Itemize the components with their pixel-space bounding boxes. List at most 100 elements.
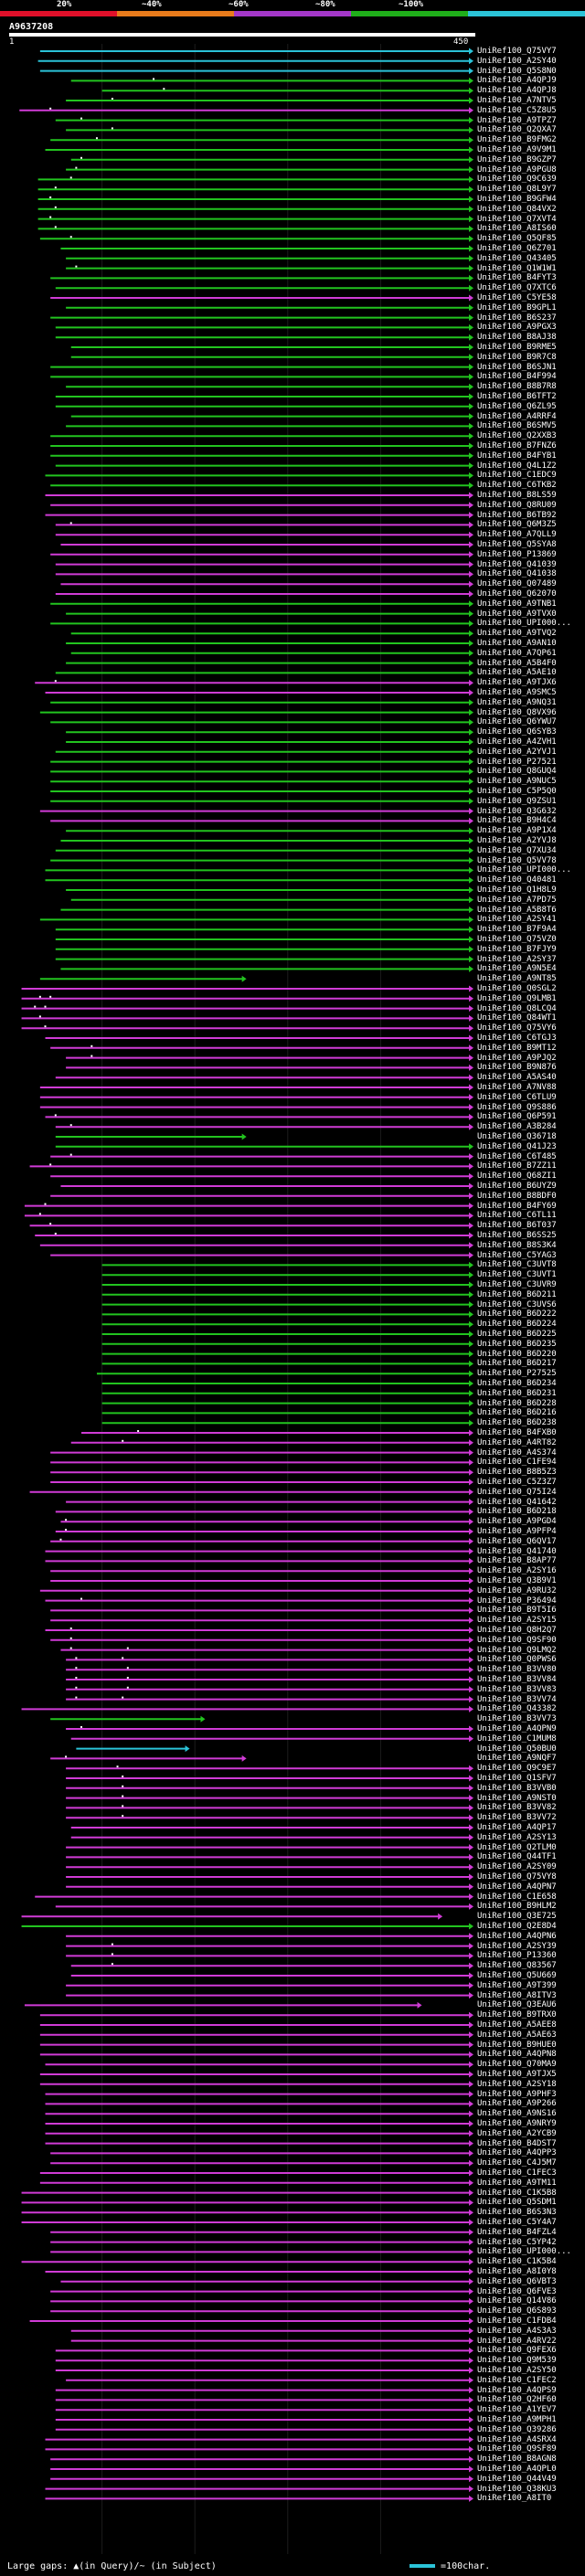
hit-label[interactable]: UniRef100_Q6M3Z5 [477, 520, 557, 530]
hit-row[interactable] [50, 274, 473, 281]
hit-row[interactable] [66, 1686, 473, 1693]
hit-label[interactable]: UniRef100_A4QPJ8 [477, 86, 557, 96]
hit-label[interactable]: UniRef100_A4SRX4 [477, 2434, 557, 2444]
hit-row[interactable] [70, 2327, 473, 2335]
hit-label[interactable]: UniRef100_C6TL11 [477, 1211, 557, 1221]
hit-row[interactable] [50, 1577, 473, 1585]
hit-label[interactable]: UniRef100_B9T5I6 [477, 1606, 557, 1616]
hit-row[interactable] [29, 1162, 473, 1170]
hit-row[interactable] [101, 87, 473, 94]
hit-label[interactable]: UniRef100_Q75I24 [477, 1487, 557, 1497]
hit-row[interactable] [39, 2041, 473, 2049]
hit-row[interactable] [50, 294, 473, 302]
hit-label[interactable]: UniRef100_Q68ZI1 [477, 1171, 557, 1182]
hit-label[interactable]: UniRef100_Q2TLM0 [477, 1842, 557, 1852]
hit-row[interactable] [21, 1705, 473, 1712]
hit-row[interactable] [55, 748, 473, 756]
hit-row[interactable] [70, 1834, 473, 1841]
hit-row[interactable] [45, 2140, 473, 2147]
hit-label[interactable]: UniRef100_Q43382 [477, 1704, 557, 1714]
hit-label[interactable]: UniRef100_A4RRF4 [477, 411, 557, 421]
hit-label[interactable]: UniRef100_C5Z3Z7 [477, 1478, 557, 1487]
hit-row[interactable] [21, 2258, 473, 2265]
hit-row[interactable] [39, 2031, 473, 2039]
hit-row[interactable] [37, 58, 473, 65]
hit-label[interactable]: UniRef100_A9NRY9 [477, 2119, 557, 2128]
hit-row[interactable] [101, 1390, 473, 1397]
hit-label[interactable]: UniRef100_Q1SFV7 [477, 1774, 557, 1783]
hit-row[interactable] [66, 126, 473, 133]
hit-row[interactable] [101, 1341, 473, 1348]
hit-row[interactable] [45, 2091, 473, 2098]
hit-label[interactable]: UniRef100_B4F994 [477, 372, 557, 382]
hit-row[interactable] [55, 847, 473, 854]
hit-label[interactable]: UniRef100_A5AEE8 [477, 2020, 557, 2030]
hit-row[interactable] [21, 1005, 473, 1012]
hit-row[interactable] [66, 1853, 473, 1860]
hit-label[interactable]: UniRef100_B8AJ38 [477, 333, 557, 343]
hit-row[interactable] [60, 541, 473, 548]
hit-row[interactable] [55, 117, 473, 124]
hit-row[interactable] [101, 1271, 473, 1278]
hit-row[interactable] [55, 590, 473, 598]
hit-row[interactable] [50, 817, 473, 824]
hit-label[interactable]: UniRef100_A4QPN7 [477, 1882, 557, 1892]
hit-row[interactable] [39, 235, 473, 242]
hit-label[interactable]: UniRef100_Q8L9Y7 [477, 185, 557, 195]
hit-row[interactable] [55, 570, 473, 578]
hit-label[interactable]: UniRef100_A9TM11 [477, 2178, 557, 2188]
hit-row[interactable] [66, 660, 473, 667]
hit-row[interactable] [50, 442, 473, 450]
hit-row[interactable] [70, 1439, 473, 1447]
hit-row[interactable] [50, 2288, 473, 2295]
hit-label[interactable]: UniRef100_B6D224 [477, 1320, 557, 1330]
hit-label[interactable]: UniRef100_A4QPL0 [477, 2465, 557, 2474]
hit-row[interactable] [60, 580, 473, 588]
hit-label[interactable]: UniRef100_C5YE58 [477, 293, 557, 302]
hit-label[interactable]: UniRef100_B3VV74 [477, 1694, 557, 1704]
hit-label[interactable]: UniRef100_B6D220 [477, 1349, 557, 1359]
hit-row[interactable] [50, 857, 473, 864]
hit-label[interactable]: UniRef100_A7PD75 [477, 895, 557, 905]
hit-row[interactable] [50, 1538, 473, 1545]
hit-row[interactable] [50, 600, 473, 608]
hit-label[interactable]: UniRef100_Q8LCQ4 [477, 1003, 557, 1013]
hit-row[interactable] [50, 1153, 473, 1161]
hit-row[interactable] [70, 77, 473, 84]
hit-row[interactable] [50, 1458, 473, 1466]
hit-row[interactable] [55, 2426, 473, 2433]
hit-label[interactable]: UniRef100_A4S374 [477, 1447, 557, 1458]
hit-label[interactable]: UniRef100_B6D217 [477, 1359, 557, 1369]
hit-label[interactable]: UniRef100_A2SY15 [477, 1616, 557, 1626]
hit-row[interactable] [45, 2061, 473, 2068]
hit-row[interactable] [24, 1212, 473, 1219]
hit-row[interactable] [101, 1409, 473, 1416]
hit-label[interactable]: UniRef100_C1E658 [477, 1892, 557, 1902]
hit-label[interactable]: UniRef100_UPI000... [477, 2247, 571, 2257]
hit-label[interactable]: UniRef100_B8B5Z3 [477, 1468, 557, 1478]
hit-row[interactable] [66, 265, 473, 272]
hit-label[interactable]: UniRef100_C5P5Q0 [477, 787, 557, 796]
hit-label[interactable]: UniRef100_B7FJY9 [477, 944, 557, 954]
hit-label[interactable]: UniRef100_Q7XTC6 [477, 283, 557, 293]
hit-label[interactable]: UniRef100_B8BDF0 [477, 1191, 557, 1201]
hit-label[interactable]: UniRef100_P27521 [477, 757, 557, 767]
hit-row[interactable] [45, 1557, 473, 1564]
hit-row[interactable] [70, 344, 473, 351]
hit-row[interactable] [101, 1310, 473, 1318]
hit-row[interactable] [50, 768, 473, 775]
hit-label[interactable]: UniRef100_A5AE63 [477, 2030, 557, 2040]
hit-row[interactable] [55, 1133, 247, 1140]
hit-row[interactable] [101, 1320, 473, 1328]
hit-row[interactable] [45, 2120, 473, 2127]
hit-label[interactable]: UniRef100_A7QLL9 [477, 530, 557, 540]
hit-label[interactable]: UniRef100_Q2XXB3 [477, 431, 557, 441]
hit-label[interactable]: UniRef100_Q1W1W1 [477, 263, 557, 273]
hit-row[interactable] [50, 2307, 473, 2315]
hit-label[interactable]: UniRef100_B9GPL1 [477, 302, 557, 313]
hit-label[interactable]: UniRef100_A9SMC5 [477, 688, 557, 697]
hit-label[interactable]: UniRef100_Q9SF89 [477, 2444, 557, 2454]
hit-label[interactable]: UniRef100_B9GZP7 [477, 154, 557, 164]
hit-row[interactable] [81, 1429, 473, 1436]
hit-row[interactable] [70, 1972, 473, 1979]
